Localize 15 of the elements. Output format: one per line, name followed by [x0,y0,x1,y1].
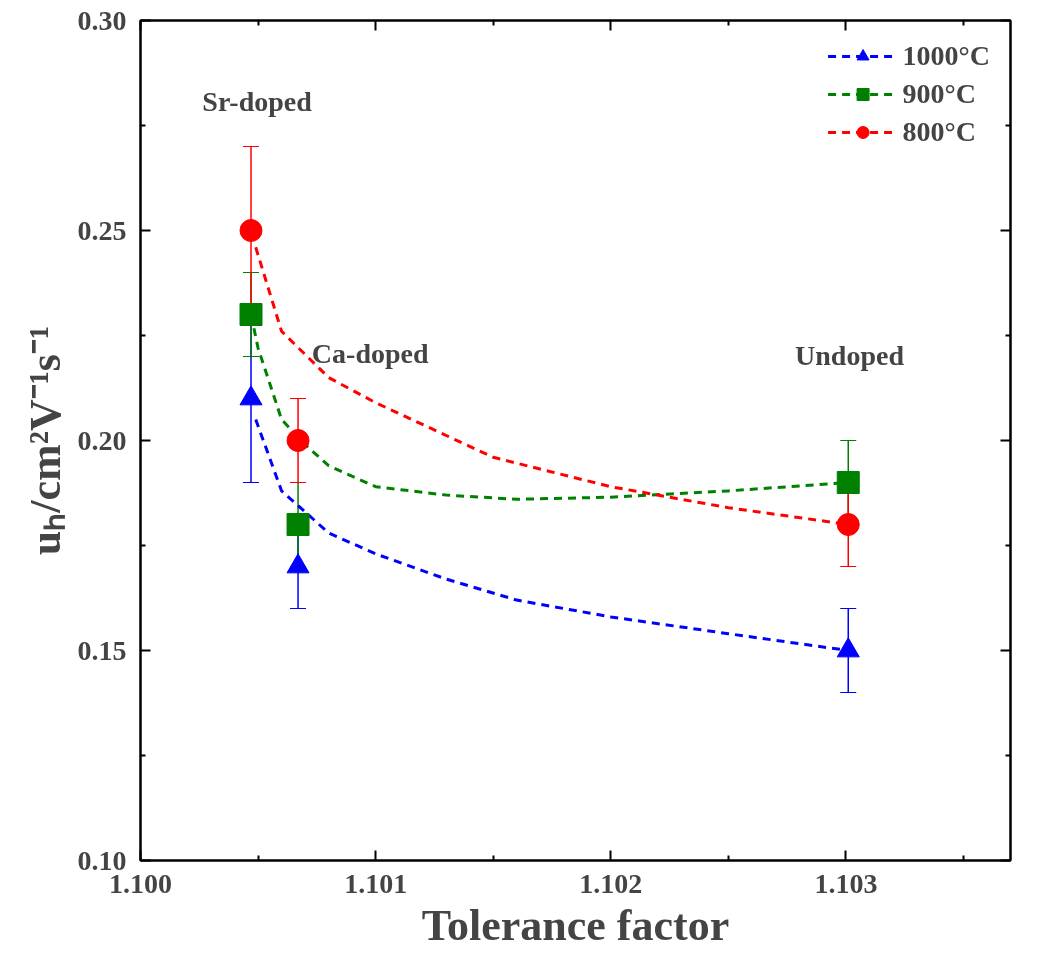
legend-label: 800°C [902,116,976,148]
x-axis-title: Tolerance factor [421,900,730,950]
y-tick-label: 0.30 [77,4,127,36]
y-axis-title: uₕ/cm²V⁻¹s⁻¹ [20,325,70,556]
y-tick-label: 0.15 [77,634,127,666]
legend-label: 900°C [902,78,976,110]
legend-label: 1000°C [902,40,990,72]
x-tick-label: 1.103 [814,867,878,899]
y-tick-label: 0.20 [77,424,127,456]
x-tick-label: 1.102 [579,867,643,899]
annotation: Sr-doped [202,85,313,117]
x-tick-label: 1.101 [344,867,408,899]
annotation: Undoped [795,340,905,372]
y-tick-label: 0.25 [77,214,127,246]
annotation: Ca-doped [311,337,429,369]
